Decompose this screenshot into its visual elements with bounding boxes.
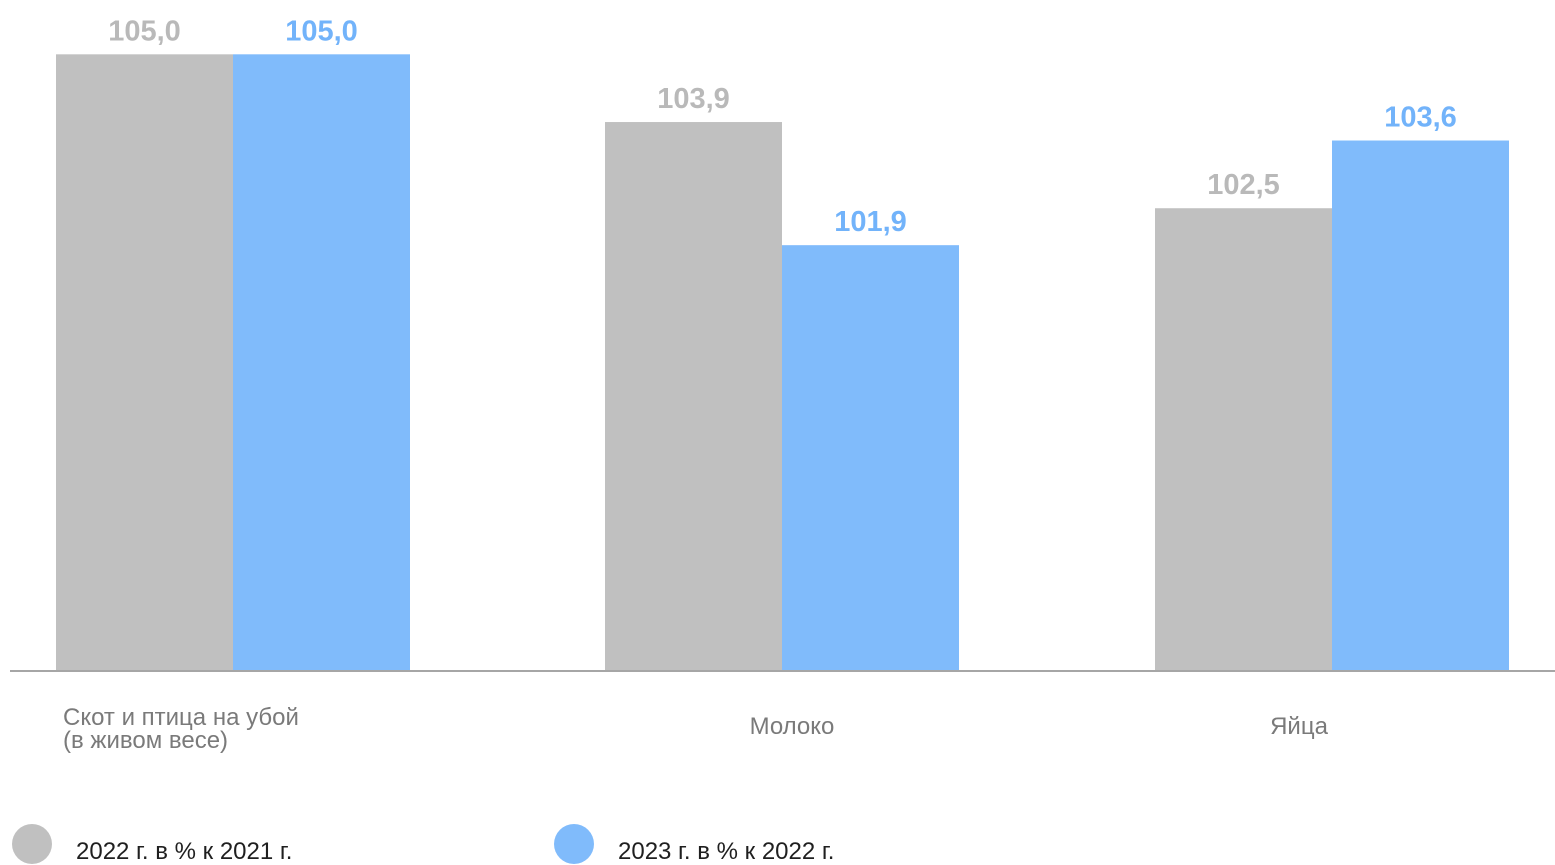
bar-2023-cat-2 — [1332, 140, 1509, 670]
data-label-2023-cat-1: 101,9 — [834, 206, 907, 238]
legend-label-2023: 2023 г. в % к 2022 г. — [618, 837, 835, 865]
legend-label-2022: 2022 г. в % к 2021 г. — [76, 837, 293, 865]
legend-swatch-2023 — [554, 823, 594, 864]
category-label-line: Молоко — [750, 713, 835, 740]
category-label-0: Скот и птица на убой (в живом весе) — [63, 704, 299, 754]
legend-item-2023: 2023 г. в % к 2022 г. — [554, 808, 834, 865]
bar-2022-cat-0 — [56, 54, 233, 671]
category-label-line: (в живом весе) — [63, 727, 228, 754]
bar-chart: 105,0 103,9 102,5 105,0 101,9 103,6 Скот и пти… — [10, 15, 1555, 754]
category-label-line: Скот и птица на убой — [63, 704, 299, 731]
category-label-line: Яйца — [1270, 713, 1328, 740]
data-label-2022-cat-0: 105,0 — [108, 15, 181, 47]
legend: 2022 г. в % к 2021 г. 2023 г. в % к 2022… — [0, 808, 1555, 865]
legend-swatch-2022 — [12, 823, 52, 864]
category-label-2: Яйца — [1270, 713, 1328, 740]
bar-2023-cat-0 — [233, 54, 410, 671]
category-label-1: Молоко — [750, 713, 835, 740]
bar-2023-cat-1 — [782, 245, 959, 671]
data-label-2022-cat-2: 102,5 — [1207, 169, 1280, 201]
data-label-2022-cat-1: 103,9 — [657, 83, 730, 115]
data-label-2023-cat-0: 105,0 — [285, 15, 358, 47]
bar-2022-cat-2 — [1155, 208, 1332, 670]
legend-item-2022: 2022 г. в % к 2021 г. — [12, 808, 292, 865]
bar-2022-cat-1 — [605, 122, 782, 671]
data-label-2023-cat-2: 103,6 — [1384, 102, 1457, 134]
